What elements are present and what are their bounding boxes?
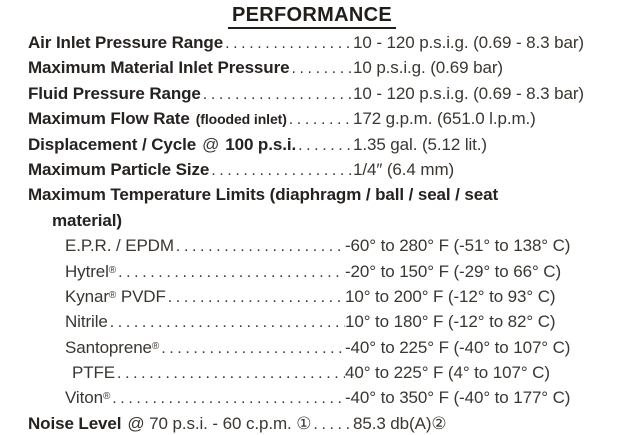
material-name: Kynar® PVDF	[65, 284, 166, 309]
material-name: Nitrile	[65, 309, 108, 334]
material-temp-value: -20° to 150° F (-29° to 66° C)	[345, 261, 562, 281]
material-temp-value: -60° to 280° F (-51° to 138° C)	[345, 236, 571, 256]
registered-trademark: ®	[108, 264, 117, 276]
material-name: PTFE	[72, 360, 115, 385]
material-name-suffix: PVDF	[116, 286, 166, 306]
material-temp-value: 10° to 180° F (-12° to 82° C)	[345, 312, 556, 332]
dot-leader	[201, 81, 353, 107]
at-symbol: @	[202, 134, 220, 154]
dot-leader	[289, 55, 353, 81]
material-name-text: Hytrel	[65, 261, 109, 281]
spec-value: 10 - 120 p.s.i.g. (0.69 - 8.3 bar)	[353, 83, 584, 103]
material-row-santoprene: Santoprene® -40° to 225° F (-40° to 107°…	[28, 335, 624, 360]
spec-label: Fluid Pressure Range	[28, 83, 201, 103]
dot-leader	[296, 132, 353, 158]
spec-row-max-material-inlet-pressure: Maximum Material Inlet Pressure 10 p.s.i…	[28, 55, 624, 80]
title-row: PERFORMANCE	[0, 3, 624, 30]
spec-value: 1.35 gal. (5.12 lit.)	[353, 134, 487, 154]
material-temp-value: -40° to 350° F (-40° to 177° C)	[345, 388, 571, 408]
spec-label-condition: @ 70 p.s.i. - 60 c.p.m. ①	[127, 413, 312, 433]
material-name-text: Santoprene	[65, 337, 152, 357]
material-name-text: Nitrile	[65, 312, 108, 332]
material-name: Hytrel®	[65, 259, 116, 284]
spec-value: 85.3 db(A)②	[353, 413, 447, 433]
dot-leader	[174, 233, 345, 259]
spec-label: Displacement / Cycle	[28, 134, 197, 154]
dot-leader	[287, 106, 353, 132]
spec-value: 1/4″ (6.4 mm)	[353, 159, 455, 179]
material-name-text: Kynar	[65, 286, 109, 306]
material-name-text: PTFE	[72, 363, 116, 383]
spec-row-displacement-per-cycle: Displacement / Cycle @ 100 p.s.i. 1.35 g…	[28, 132, 624, 157]
spec-label: Air Inlet Pressure Range	[28, 33, 224, 52]
material-row-ptfe: PTFE 40° to 225° F (4° to 107° C)	[28, 360, 624, 385]
spec-row-air-inlet-pressure-range: Air Inlet Pressure Range 10 - 120 p.s.i.…	[28, 30, 624, 55]
dot-leader	[159, 335, 345, 361]
spec-label-note: (flooded inlet)	[195, 111, 287, 128]
spec-row-max-temperature-limits-line1: Maximum Temperature Limits (diaphragm / …	[28, 182, 624, 207]
spec-row-max-flow-rate: Maximum Flow Rate (flooded inlet) 172 g.…	[28, 106, 624, 131]
material-temp-value: 10° to 200° F (-12° to 93° C)	[345, 286, 556, 306]
spec-row-noise-level: Noise Level @ 70 p.s.i. - 60 c.p.m. ① 85…	[28, 411, 624, 435]
material-row-nitrile: Nitrile 10° to 180° F (-12° to 82° C)	[28, 309, 624, 334]
section-heading-continued: material)	[52, 210, 122, 230]
spec-value: 10 p.s.i.g. (0.69 bar)	[353, 58, 503, 78]
material-name-text: E.P.R. / EPDM	[65, 236, 174, 256]
spec-value: 172 g.p.m. (651.0 l.p.m.)	[353, 109, 536, 129]
dot-leader	[209, 157, 353, 183]
dot-leader	[223, 30, 353, 56]
dot-leader	[166, 284, 345, 310]
material-name: E.P.R. / EPDM	[65, 233, 174, 258]
dot-leader	[116, 259, 345, 285]
spec-row-max-particle-size: Maximum Particle Size 1/4″ (6.4 mm)	[28, 157, 624, 182]
spec-label: Maximum Material Inlet Pressure	[28, 58, 290, 78]
material-name-text: Viton	[65, 388, 103, 408]
spec-row-fluid-pressure-range: Fluid Pressure Range 10 - 120 p.s.i.g. (…	[28, 81, 624, 106]
spec-value: 10 - 120 p.s.i.g. (0.69 - 8.3 bar)	[353, 33, 584, 52]
dot-leader	[115, 360, 345, 386]
material-row-viton: Viton® -40° to 350° F (-40° to 177° C)	[28, 385, 624, 410]
dot-leader	[311, 411, 353, 435]
material-row-hytrel: Hytrel® -20° to 150° F (-29° to 66° C)	[28, 259, 624, 284]
section-heading: Maximum Temperature Limits (diaphragm / …	[28, 185, 499, 205]
registered-trademark: ®	[102, 391, 111, 403]
registered-trademark: ®	[108, 289, 117, 301]
spec-label-condition: 100 p.s.i.	[225, 134, 297, 154]
material-row-epr-epdm: E.P.R. / EPDM -60° to 280° F (-51° to 13…	[28, 233, 624, 258]
dot-leader	[108, 309, 345, 335]
registered-trademark: ®	[151, 340, 160, 352]
spec-row-max-temperature-limits-line2: material)	[28, 208, 624, 233]
page-title: PERFORMANCE	[228, 3, 396, 29]
spec-label: Maximum Flow Rate	[28, 109, 190, 129]
material-name: Santoprene®	[65, 335, 159, 360]
material-temp-value: -40° to 225° F (-40° to 107° C)	[345, 337, 571, 357]
material-row-kynar-pvdf: Kynar® PVDF 10° to 200° F (-12° to 93° C…	[28, 284, 624, 309]
material-name: Viton®	[65, 385, 110, 410]
spec-label: Noise Level	[28, 413, 122, 433]
dot-leader	[110, 385, 345, 411]
spec-label: Maximum Particle Size	[28, 159, 210, 179]
material-temp-value: 40° to 225° F (4° to 107° C)	[345, 363, 550, 383]
